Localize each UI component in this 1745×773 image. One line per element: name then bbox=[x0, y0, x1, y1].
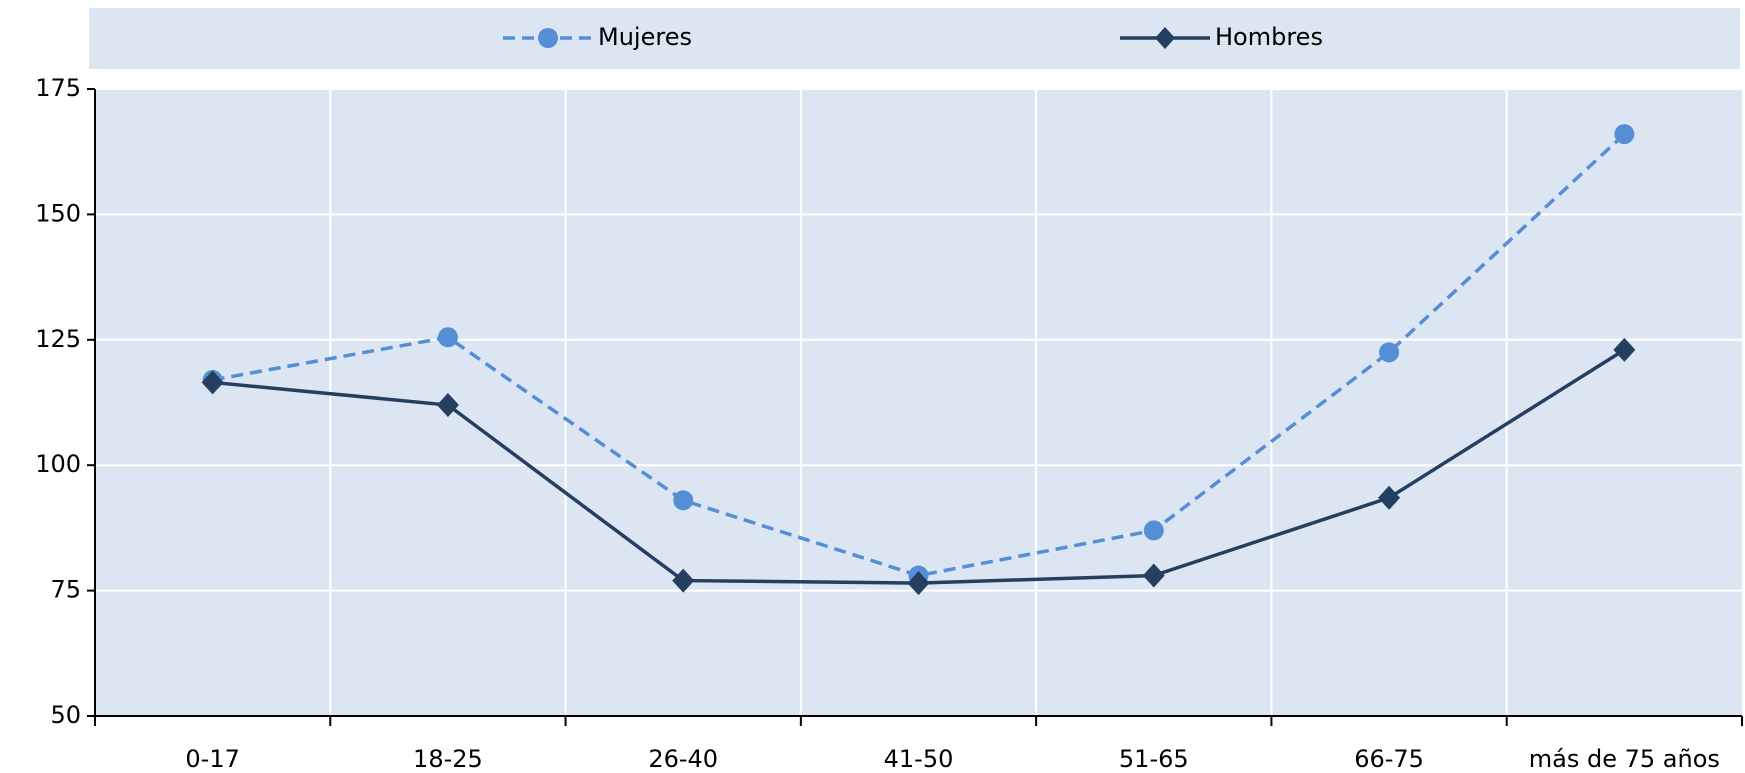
y-tick-label: 175 bbox=[35, 74, 81, 102]
point bbox=[1142, 563, 1165, 588]
x-tick-label: 41-50 bbox=[884, 745, 954, 773]
x-tick-label: más de 75 años bbox=[1529, 745, 1720, 773]
legend-marker bbox=[1155, 27, 1175, 49]
y-tick-label: 75 bbox=[50, 576, 81, 604]
point bbox=[437, 327, 458, 348]
point bbox=[1378, 485, 1401, 510]
y-tick-label: 125 bbox=[35, 325, 81, 353]
y-tick-label: 50 bbox=[50, 701, 81, 729]
point bbox=[1614, 124, 1635, 145]
y-tick-label: 150 bbox=[35, 199, 81, 227]
x-tick-label: 51-65 bbox=[1119, 745, 1189, 773]
point bbox=[907, 571, 930, 596]
x-tick-label: 0-17 bbox=[185, 745, 239, 773]
point bbox=[1379, 342, 1400, 363]
x-tick-label: 26-40 bbox=[648, 745, 718, 773]
y-tick-label: 100 bbox=[35, 450, 81, 478]
point bbox=[672, 568, 695, 593]
legend-label: Mujeres bbox=[598, 23, 692, 51]
x-tick-label: 18-25 bbox=[413, 745, 483, 773]
point bbox=[201, 370, 224, 395]
point bbox=[1143, 520, 1164, 541]
point bbox=[436, 393, 459, 418]
plot-background bbox=[95, 89, 1742, 716]
point bbox=[1613, 337, 1636, 362]
x-tick-label: 66-75 bbox=[1354, 745, 1424, 773]
legend-label: Hombres bbox=[1215, 23, 1323, 51]
point bbox=[673, 490, 694, 511]
legend-marker bbox=[538, 28, 558, 48]
legend-background bbox=[89, 8, 1740, 69]
